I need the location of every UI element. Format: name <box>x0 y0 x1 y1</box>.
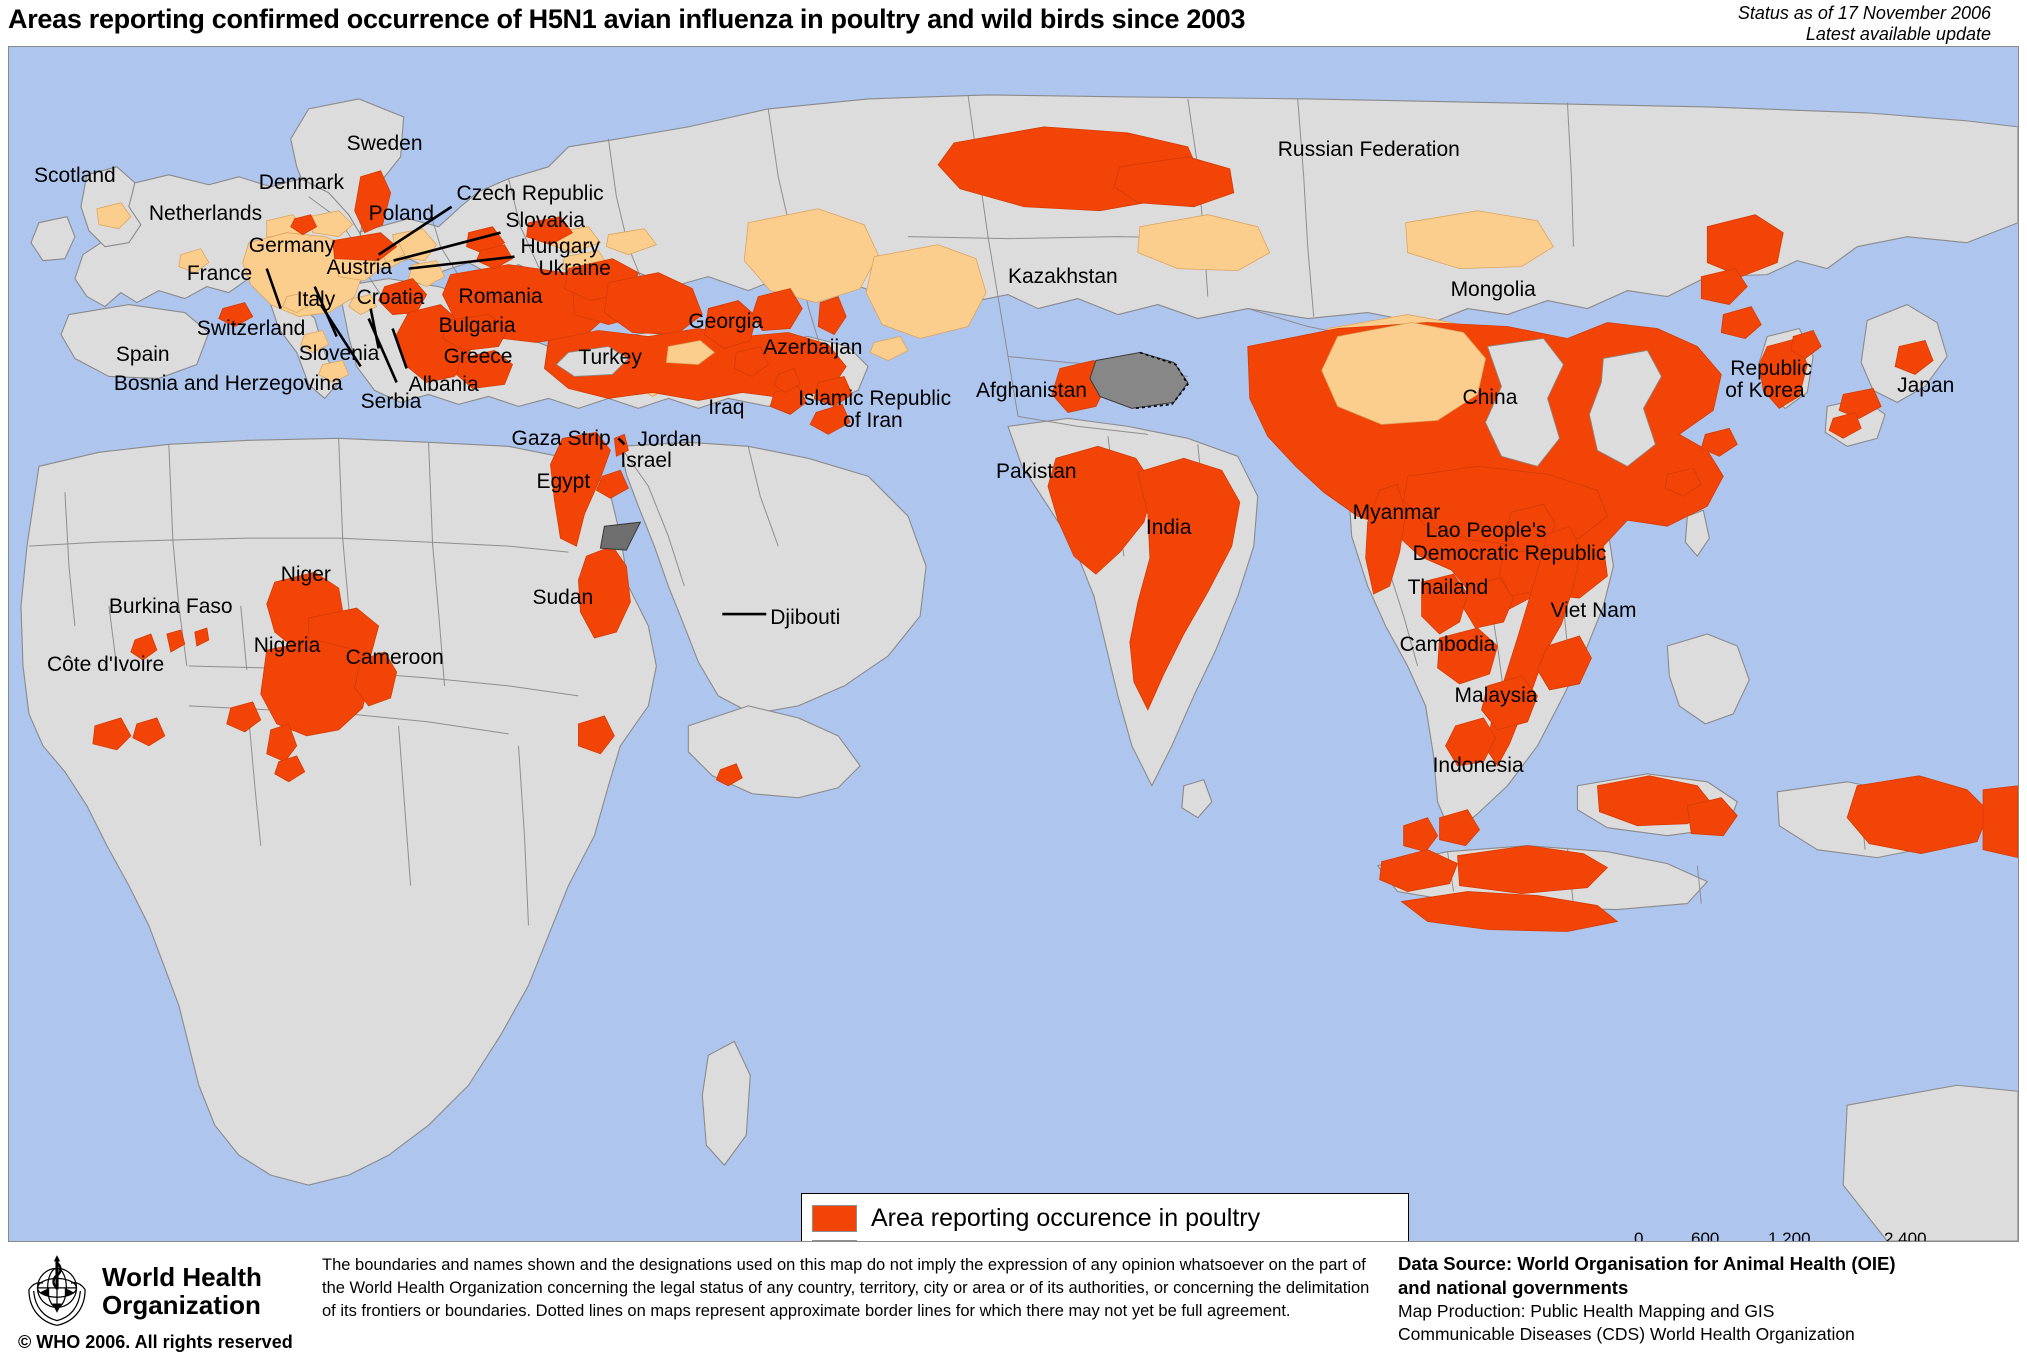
status-date: Status as of 17 November 2006 <box>1737 3 1991 23</box>
scale-tick-labels: 0 600 1,200 2,400 Kilometers <box>1634 1229 2004 1242</box>
legend-item-wild-birds: Area reporting occurence only in wild bi… <box>812 1236 1398 1241</box>
page-header: Areas reporting confirmed occurrence of … <box>0 0 2027 48</box>
map-legend: Area reporting occurence in poultry Area… <box>801 1193 1409 1241</box>
map-disclaimer-text: The boundaries and names shown and the d… <box>322 1256 1370 1320</box>
who-branding: World Health Organization <box>18 1252 308 1330</box>
who-logo-block: World Health Organization © WHO 2006. Al… <box>18 1252 308 1353</box>
legend-label-poultry: Area reporting occurence in poultry <box>871 1204 1261 1232</box>
map-production-line: Map Production: Public Health Mapping an… <box>1398 1301 1775 1321</box>
who-wordmark: World Health Organization <box>102 1263 262 1319</box>
legend-item-poultry: Area reporting occurence in poultry <box>812 1201 1398 1236</box>
cds-who-line: Communicable Diseases (CDS) World Health… <box>1398 1324 1855 1344</box>
who-emblem-icon <box>28 1255 86 1326</box>
legend-label-wild-birds: Area reporting occurence only in wild bi… <box>871 1239 1342 1241</box>
page-title: Areas reporting confirmed occurrence of … <box>8 4 1246 34</box>
legend-swatch-wild-birds <box>812 1240 857 1241</box>
scale-tick-2400: 2,400 Kilometers <box>1884 1229 1927 1242</box>
legend-swatch-poultry <box>812 1205 857 1232</box>
page-footer: World Health Organization © WHO 2006. Al… <box>0 1248 2027 1358</box>
scale-tick-600: 600 <box>1691 1229 1720 1242</box>
who-wordmark-line1: World Health <box>102 1262 262 1292</box>
status-block: Status as of 17 November 2006 Latest ava… <box>1738 3 1991 45</box>
scale-tick-1200: 1,200 <box>1768 1229 1811 1242</box>
map-canvas-frame[interactable]: Scotland Sweden Denmark Czech Republic Nethe… <box>8 46 2019 1242</box>
world-map-graphic <box>9 47 2018 1241</box>
data-source-line2: and national governments <box>1398 1277 1629 1298</box>
data-source-line1: Data Source: World Organisation for Anim… <box>1398 1253 1896 1274</box>
data-source-block: Data Source: World Organisation for Anim… <box>1398 1252 2018 1346</box>
map-scale-bar: 0 600 1,200 2,400 Kilometers <box>1634 1229 2004 1242</box>
scale-tick-0: 0 <box>1634 1229 1644 1242</box>
who-wordmark-line2: Organization <box>102 1290 261 1320</box>
copyright-notice: © WHO 2006. All rights reserved <box>18 1332 293 1352</box>
status-update-note: Latest available update <box>1805 24 1991 44</box>
